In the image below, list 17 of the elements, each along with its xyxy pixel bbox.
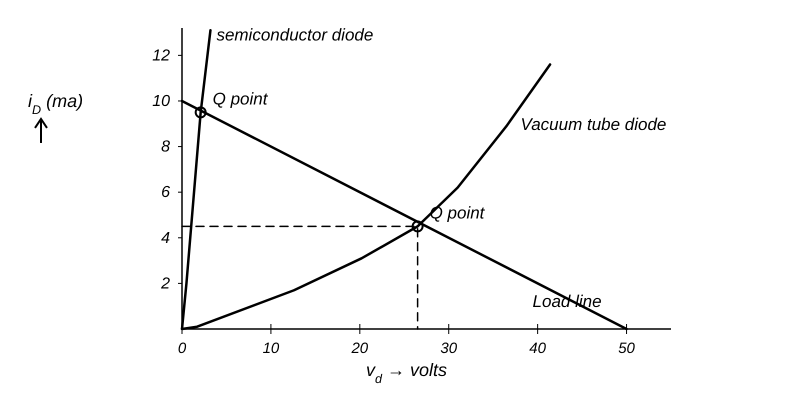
- x-tick-label: 20: [350, 340, 369, 357]
- y-tick-label: 10: [152, 92, 170, 110]
- x-tick-label: 50: [618, 340, 636, 357]
- y-tick-label: 12: [152, 47, 170, 64]
- series-label: semiconductor diode: [216, 25, 374, 44]
- x-tick-label: 30: [440, 340, 458, 357]
- y-tick-label: 2: [160, 275, 170, 292]
- x-tick-label: 10: [262, 340, 280, 357]
- y-axis-title: i$_{D}$(ma): [28, 90, 84, 117]
- x-tick-label: 0: [178, 340, 187, 357]
- series-label: Vacuum tube diode: [520, 115, 666, 134]
- y-tick-label: 8: [161, 138, 170, 156]
- y-tick-label: 6: [161, 184, 170, 202]
- y-tick-label: 4: [161, 230, 170, 247]
- x-axis-title: v$_{d}$ → volts: [366, 360, 448, 386]
- x-tick-label: 40: [529, 340, 547, 357]
- annotation: Q point: [212, 89, 269, 108]
